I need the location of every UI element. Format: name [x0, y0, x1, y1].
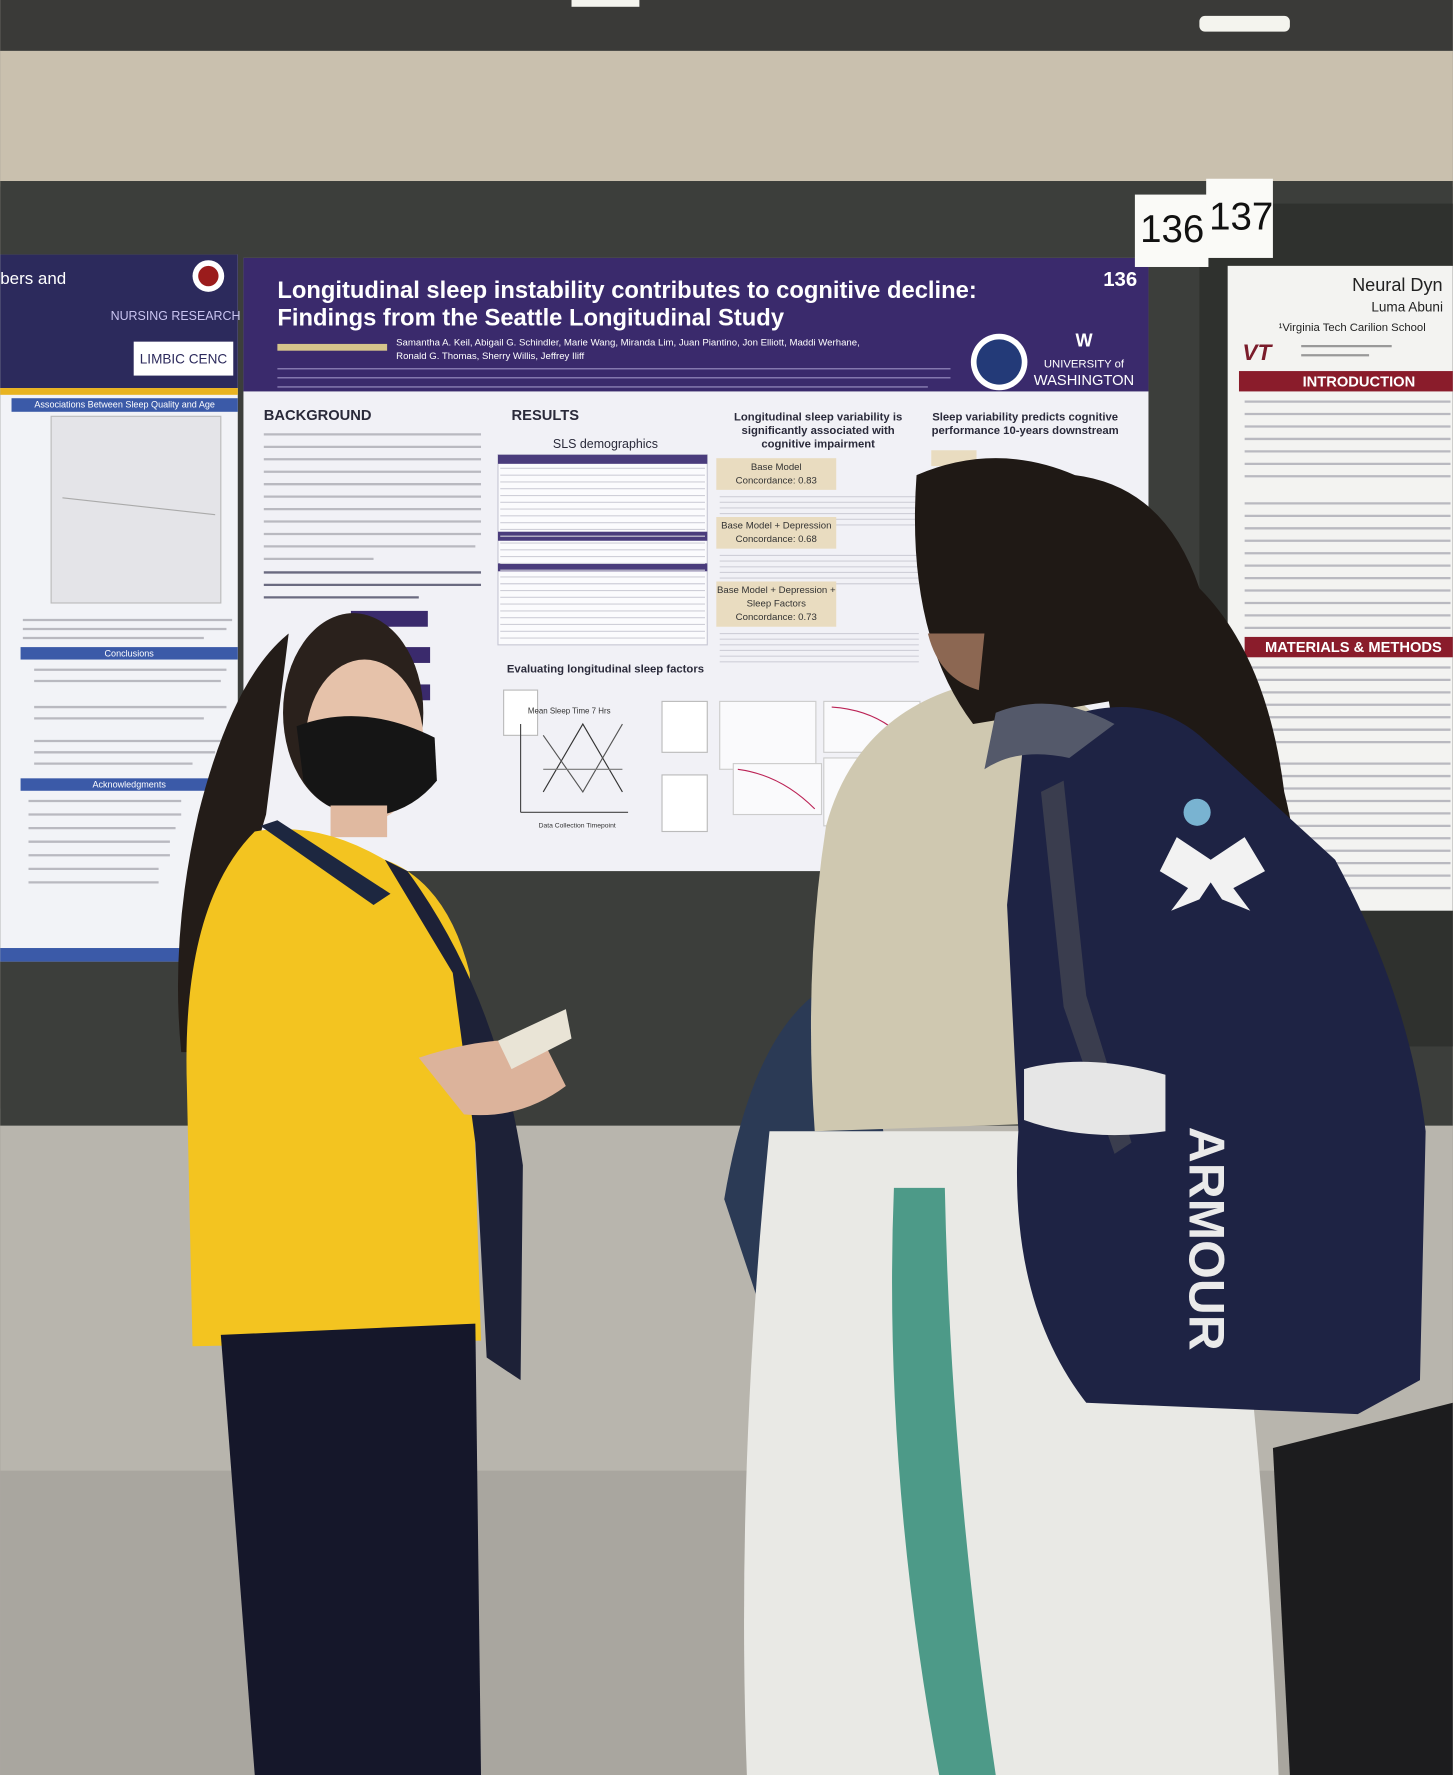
- logo-box: [133, 341, 234, 376]
- logo: [1159, 837, 1265, 911]
- light: [1199, 15, 1290, 32]
- model-box: [716, 517, 837, 549]
- scatter-plot: [50, 415, 222, 604]
- light: [571, 0, 640, 7]
- section-heading: RESULTS: [512, 408, 580, 424]
- pants: [220, 1323, 482, 1775]
- column-heading: cognitive impairment: [761, 439, 875, 451]
- logo-text: NURSING RESEARCH: [111, 309, 241, 323]
- lanyard: [260, 820, 391, 906]
- table-rows: [500, 467, 706, 639]
- chart-axis-label: Data Collection Timepoint: [539, 823, 616, 830]
- logo: [198, 265, 219, 287]
- poster-title: Neural Dyn: [1352, 275, 1443, 295]
- mask: [296, 716, 437, 817]
- uw-logo: UNIVERSITY of: [1044, 358, 1125, 370]
- section-heading: MATERIALS & METHODS: [1265, 640, 1442, 656]
- stripe: [0, 388, 238, 395]
- model-concordance: Concordance: 0.73: [736, 612, 817, 623]
- section-heading: Acknowledgments: [92, 780, 166, 790]
- column-heading: performance 10-years downstream: [932, 425, 1119, 437]
- model-box: [716, 581, 837, 627]
- yellow-jacket: [186, 828, 482, 1347]
- backpack-strap: [984, 703, 1115, 770]
- right-poster: Neural Dyn Luma Abuni ¹Virginia Tech Car…: [1227, 265, 1453, 911]
- authors: Samantha A. Keil, Abigail G. Schindler, …: [396, 337, 860, 348]
- bag: [1272, 1402, 1453, 1775]
- wall: [0, 50, 1453, 187]
- gold-bar: [277, 343, 388, 351]
- backpack: [1007, 707, 1426, 1415]
- logo-text: LIMBIC CENC: [140, 351, 228, 366]
- regression-line: [62, 497, 216, 516]
- poster-authors: Luma Abuni: [1371, 299, 1443, 314]
- poster-title: bers and: [0, 269, 66, 288]
- heading-bar: [20, 647, 238, 660]
- figure-heading: Evaluating longitudinal sleep factors: [507, 664, 704, 676]
- survival-curve: [737, 768, 816, 810]
- column-heading: Sleep variability predicts cognitive: [932, 411, 1118, 423]
- authors: Ronald G. Thomas, Sherry Willis, Jeffrey…: [396, 351, 584, 362]
- left-poster: bers and NURSING RESEARCH LIMBIC CENC As…: [0, 254, 241, 962]
- heading-bar: [1238, 371, 1453, 392]
- model-box: [716, 458, 837, 490]
- survival-plot: [732, 763, 823, 816]
- uw-logo: WASHINGTON: [1034, 373, 1134, 389]
- table-heading: SLS demographics: [553, 437, 658, 451]
- background-text: [263, 433, 482, 599]
- skirt-stripe: [892, 1187, 996, 1775]
- heading-bar: [20, 778, 238, 791]
- pin: [1183, 798, 1211, 826]
- lanyard-side: [384, 859, 523, 1381]
- chart-line: [542, 723, 623, 793]
- model-name: Base Model + Depression +: [717, 585, 836, 596]
- va-seal: [976, 339, 1022, 385]
- booth-card: [1206, 178, 1273, 258]
- table-header: [497, 454, 708, 464]
- model-name: Base Model + Depression: [721, 521, 831, 532]
- booth-number: 137: [1209, 196, 1273, 239]
- cheek: [927, 633, 985, 691]
- sleep-chart: Mean Sleep Time 7 Hrs Data Collection Ti…: [503, 689, 708, 833]
- section-heading: BACKGROUND: [264, 408, 372, 424]
- presenter: [177, 613, 572, 1775]
- booth-number: 136: [1140, 208, 1204, 251]
- vt-logo: VT: [1242, 340, 1273, 365]
- model-concordance: Concordance: 0.83: [736, 475, 817, 486]
- cards: [497, 1009, 572, 1070]
- model-name: Sleep Factors: [747, 599, 806, 610]
- model-concordance: Concordance: 0.68: [736, 534, 817, 545]
- booth-card: [1134, 194, 1209, 267]
- hr-table: [719, 700, 817, 770]
- neck: [330, 805, 388, 838]
- chart-label: Mean Sleep Time 7 Hrs: [528, 707, 611, 716]
- visitor: ARMOUR: [724, 458, 1426, 1775]
- footer-bar: [0, 948, 238, 962]
- poster-affiliation: ¹Virginia Tech Carilion School: [1279, 322, 1426, 334]
- poster-number: 136: [1103, 269, 1137, 291]
- table-header: [497, 563, 708, 572]
- section-heading: INTRODUCTION: [1303, 374, 1416, 390]
- bottle: [1024, 1061, 1166, 1136]
- column-heading: significantly associated with: [742, 425, 895, 437]
- poster-title: Longitudinal sleep instability contribut…: [277, 277, 976, 304]
- section-heading: Conclusions: [105, 648, 155, 658]
- heading-bar: [1244, 636, 1453, 658]
- body-text: [1244, 400, 1451, 890]
- backpack-strap: [1040, 780, 1132, 1154]
- section-heading: Associations Between Sleep Quality and A…: [34, 399, 215, 409]
- model-results: Base Model Concordance: 0.83 Base Model + …: [716, 458, 919, 663]
- uw-logo: W: [1075, 330, 1093, 350]
- poster-title: Findings from the Seattle Longitudinal S…: [277, 304, 784, 331]
- backpack-brand: ARMOUR: [1179, 1127, 1235, 1351]
- heading-bar: [11, 398, 238, 412]
- bar-panel: [661, 774, 708, 833]
- column-heading: Longitudinal sleep variability is: [734, 411, 902, 423]
- bar-panel: [661, 700, 708, 753]
- model-name: Base Model: [751, 462, 802, 473]
